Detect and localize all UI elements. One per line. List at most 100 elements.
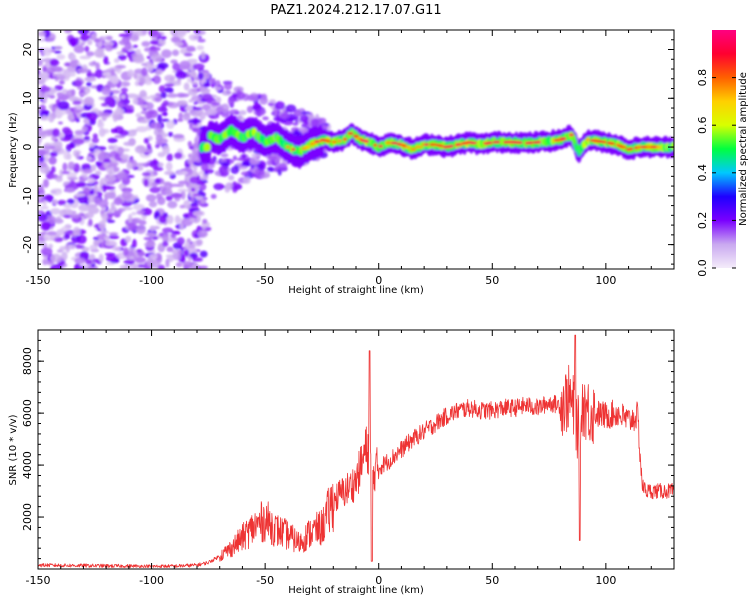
colorbar-tick-label: 0.8: [696, 69, 709, 87]
spectrogram-noise-blob: [170, 59, 178, 64]
spectrogram-noise-blob: [110, 69, 115, 75]
spectrogram-noise-blob: [149, 160, 160, 168]
spectrogram-noise-blob: [179, 48, 189, 55]
spectrogram-noise-blob: [135, 126, 148, 133]
snr-panel: -150 -100 -50 0 50 100 2000 4000 6000 8000 Height…: [8, 329, 675, 596]
spectrogram-noise-blob: [117, 100, 124, 108]
spectrogram-noise-blob: [38, 137, 42, 144]
ridge-peak: [385, 141, 393, 145]
spectrogram-noise-blob: [146, 257, 154, 267]
spectrogram-noise-blob: [70, 60, 78, 68]
spectrogram-scatter-blob: [259, 96, 268, 105]
spectrogram-noise-blob: [177, 249, 183, 255]
spectrogram-noise-blob: [160, 102, 167, 112]
ridge-core: [670, 141, 674, 151]
spectrogram-scatter-blob: [254, 168, 265, 177]
spectrogram-noise-blob: [161, 112, 168, 116]
spectrogram-scatter-blob: [191, 95, 202, 102]
spectrogram-noise-blob: [178, 112, 183, 120]
spectrogram-noise-blob: [40, 247, 53, 256]
spectrogram-noise-blob: [155, 143, 160, 149]
spectrogram-x-tick-label: 0: [375, 274, 382, 287]
ridge-peak: [536, 140, 541, 144]
spectrogram-noise-blob: [65, 187, 75, 193]
spectrogram-noise-blob: [192, 63, 205, 70]
snr-axes: -150 -100 -50 0 50 100 2000 4000 6000 8000: [21, 329, 675, 587]
spectrogram-noise-blob: [57, 199, 67, 206]
spectrogram-scatter-blob: [257, 163, 265, 171]
spectrogram-scatter-blob: [269, 99, 276, 104]
spectrogram-noise-blob: [123, 247, 129, 257]
spectrogram-noise-blob: [87, 206, 100, 215]
spectrogram-noise-blob: [41, 115, 48, 121]
spectrogram-scatter-blob: [187, 88, 198, 96]
ridge-peak: [495, 140, 501, 144]
spectrogram-noise-blob: [56, 54, 66, 60]
spectrogram-noise-blob: [104, 252, 116, 256]
spectrogram-noise-blob: [52, 199, 58, 205]
colorbar-bar: [712, 30, 736, 268]
spectrogram-y-tick-label: -10: [21, 187, 34, 205]
spectrogram-noise-blob: [70, 53, 77, 61]
spectrogram-noise-blob: [149, 186, 161, 194]
spectrogram-noise-blob: [164, 87, 174, 93]
spectrogram-noise-blob: [139, 104, 149, 109]
spectrogram-scatter-blob: [201, 192, 206, 197]
ridge-peak: [347, 131, 354, 135]
spectrogram-noise-blob: [75, 105, 84, 110]
spectrogram-noise-blob: [108, 175, 116, 182]
spectrogram-noise-blob: [50, 263, 63, 269]
spectrogram-noise-blob: [68, 244, 76, 250]
spectrogram-noise-blob: [165, 195, 173, 201]
spectrogram-noise-blob: [142, 171, 151, 177]
spectrogram-noise-blob: [98, 220, 106, 230]
spectrogram-noise-blob: [48, 91, 55, 96]
spectrogram-noise-blob: [93, 49, 105, 58]
spectrogram-noise-blob: [39, 38, 46, 42]
spectrogram-noise-blob: [186, 204, 191, 209]
spectrogram-noise-blob: [155, 134, 163, 143]
spectrogram-noise-blob: [69, 213, 81, 219]
spectrogram-noise-blob: [44, 142, 51, 147]
ridge-peak: [516, 141, 523, 145]
spectrogram-noise-blob: [162, 240, 169, 247]
snr-x-tick-label: -100: [139, 574, 164, 587]
spectrogram-noise-blob: [67, 161, 75, 170]
spectrogram-scatter-blob: [202, 93, 213, 101]
spectrogram-noise-blob: [176, 30, 187, 37]
spectrogram-noise-blob: [189, 252, 199, 259]
spectrogram-noise-blob: [135, 112, 142, 118]
spectrogram-noise-blob: [38, 184, 44, 193]
spectrogram-noise-blob: [149, 225, 156, 232]
spectrogram-noise-blob: [121, 190, 132, 200]
spectrogram-noise-blob: [110, 75, 120, 85]
spectrogram-noise-blob: [150, 122, 162, 130]
spectrogram-noise-blob: [177, 180, 189, 185]
spectrogram-noise-blob: [74, 130, 85, 135]
spectrogram-noise-blob: [111, 247, 121, 252]
spectrogram-noise-blob: [75, 151, 80, 159]
spectrogram-noise-blob: [158, 162, 164, 168]
spectrogram-noise-blob: [38, 155, 45, 164]
spectrogram-scatter-blob: [279, 112, 290, 120]
spectrogram-noise-blob: [92, 133, 98, 139]
spectrogram-noise-blob: [70, 39, 77, 48]
spectrogram-noise-blob: [166, 153, 173, 162]
spectrogram-noise-blob: [187, 77, 193, 83]
spectrogram-noise-blob: [43, 194, 54, 202]
spectrogram-noise-blob: [197, 230, 208, 238]
spectrogram-noise-blob: [105, 254, 116, 262]
spectrogram-noise-blob: [178, 100, 188, 107]
ridge-peak: [337, 139, 342, 143]
spectrogram-scatter-blob: [232, 92, 238, 99]
spectrogram-noise-blob: [176, 118, 184, 122]
spectrogram-noise-blob: [77, 195, 89, 204]
spectrogram-noise-blob: [44, 165, 49, 175]
spectrogram-noise-blob: [39, 205, 49, 210]
colorbar: 0.0 0.2 0.4 0.6 0.8 Normalized spectral ampl…: [696, 30, 749, 277]
spectrogram-noise-blob: [108, 170, 113, 177]
spectrogram-scatter-blob: [208, 78, 216, 84]
spectrogram-scatter-blob: [210, 193, 217, 200]
spectrogram-noise-blob: [38, 69, 41, 75]
spectrogram-noise-blob: [154, 252, 162, 261]
